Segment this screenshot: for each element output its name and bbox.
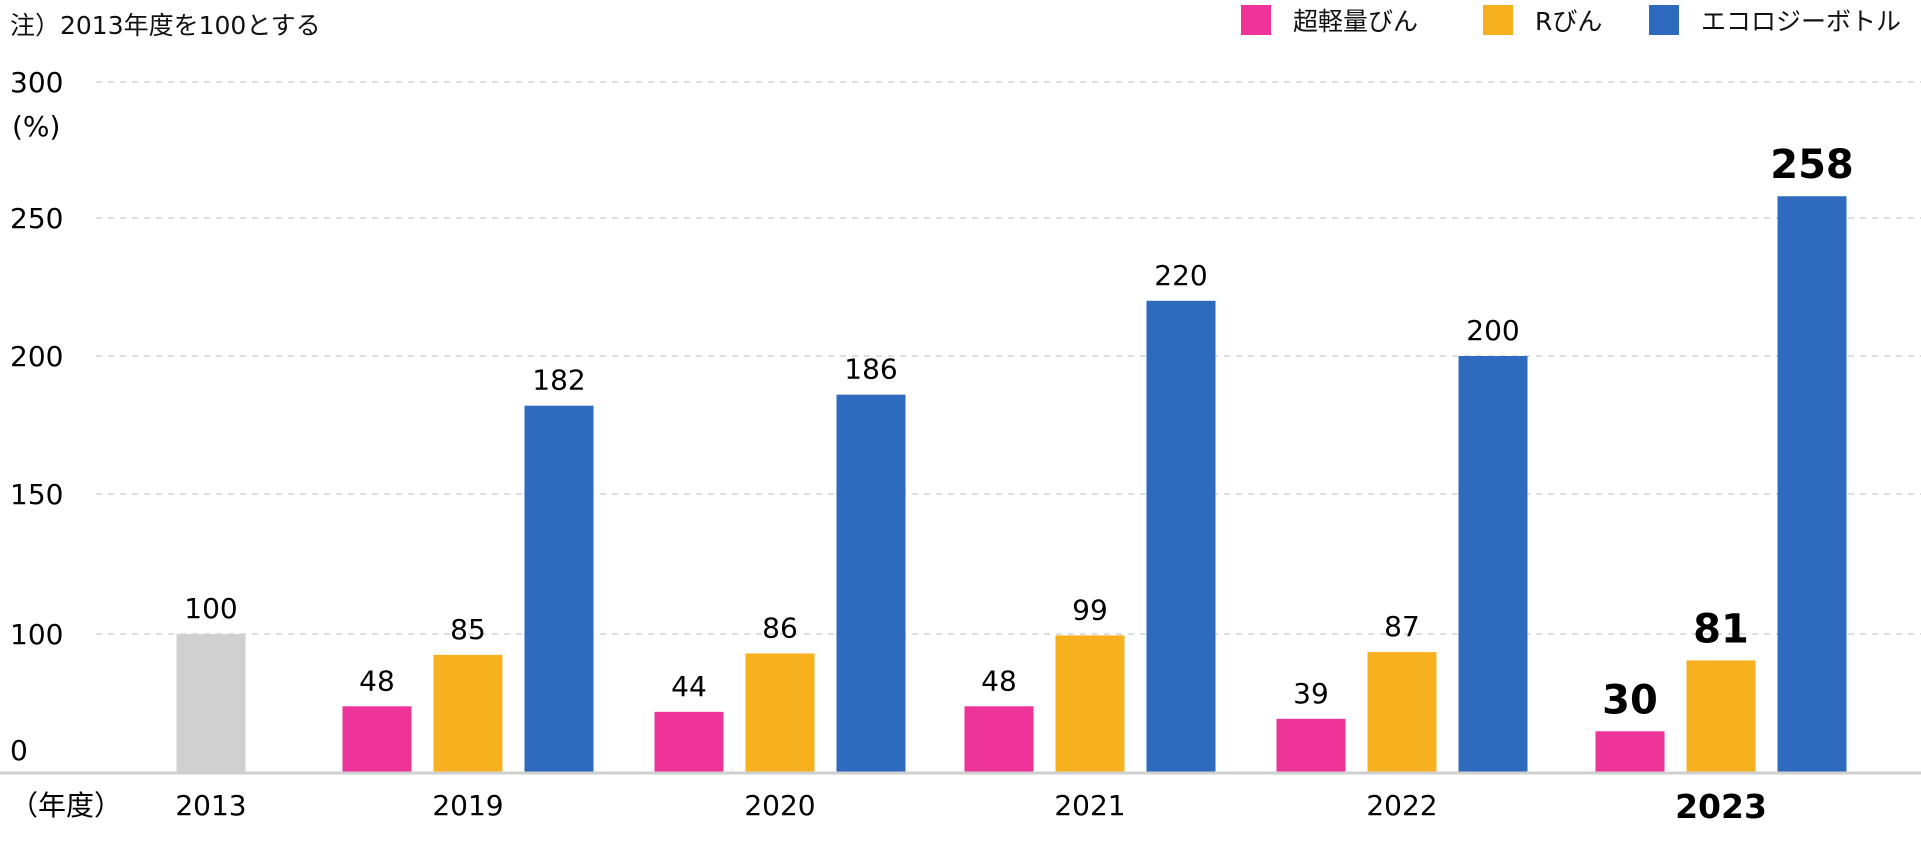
bar-value-label: 39	[1293, 677, 1329, 710]
bar-eco-bottle	[1458, 356, 1528, 773]
bar-value-label: 81	[1693, 606, 1749, 652]
bar-value-label: 85	[450, 613, 486, 646]
bar-ultra-light	[1276, 718, 1346, 773]
legend-swatch-eco-bottle	[1649, 5, 1679, 35]
bar-value-label: 182	[532, 364, 585, 397]
bar-r-bottle	[1367, 652, 1437, 773]
y-tick-label: 0	[10, 734, 28, 767]
bar-r-bottle	[1686, 660, 1756, 773]
bar-ultra-light	[1595, 731, 1665, 773]
grid-lines	[96, 81, 1921, 635]
legend-item-ultra-light: 超軽量びん	[1241, 2, 1418, 38]
bar-value-label: 48	[359, 664, 395, 697]
bar-ultra-light	[964, 706, 1034, 773]
x-category-label: 2013	[175, 789, 246, 822]
y-axis-unit-label: (%)	[12, 110, 60, 143]
y-tick-label: 300	[10, 66, 63, 99]
bar-eco-bottle	[836, 394, 906, 773]
x-axis-title: （年度）	[10, 789, 122, 822]
bar-value-label: 99	[1072, 593, 1108, 626]
bar-value-label: 100	[184, 592, 237, 625]
bar-value-label: 87	[1384, 610, 1420, 643]
x-category-label: 2019	[432, 789, 503, 822]
legend-swatch-ultra-light	[1241, 5, 1271, 35]
bar-ultra-light	[654, 711, 724, 773]
bar-r-bottle	[1055, 635, 1125, 773]
legend-label-r-bottle: Rびん	[1535, 7, 1603, 36]
y-axis-ticks: 0 100 150 200 250 300	[10, 66, 63, 767]
bar-value-label: 220	[1154, 259, 1207, 292]
bar-r-bottle	[745, 653, 815, 773]
y-tick-label: 200	[10, 340, 63, 373]
legend-item-r-bottle: Rびん	[1483, 2, 1602, 38]
bar-ultra-light	[342, 706, 412, 773]
bar-value-label: 44	[671, 670, 707, 703]
x-category-label: 2023	[1675, 787, 1767, 826]
legend-item-eco-bottle: エコロジーボトル	[1649, 2, 1901, 38]
bars	[176, 196, 1847, 774]
x-category-label: 2021	[1054, 789, 1125, 822]
legend-label-ultra-light: 超軽量びん	[1293, 7, 1419, 36]
chart-note: 注）2013年度を100とする	[10, 11, 321, 40]
x-axis-categories: 2013 2019 2020 2021 2022 2023	[175, 787, 1767, 826]
bar-value-label: 200	[1466, 314, 1519, 347]
bar-eco-bottle	[1146, 300, 1216, 773]
legend-label-eco-bottle: エコロジーボトル	[1701, 7, 1902, 36]
bar-value-label: 30	[1602, 677, 1658, 723]
bar-value-label: 258	[1770, 142, 1854, 188]
legend-swatch-r-bottle	[1483, 5, 1513, 35]
y-tick-label: 150	[10, 478, 63, 511]
bar-value-label: 48	[981, 664, 1017, 697]
y-tick-label: 100	[10, 618, 63, 651]
bar-eco-bottle	[524, 405, 594, 773]
y-tick-label: 250	[10, 202, 63, 235]
bar-labels: 100 48 85 182 44 86 186 48 99 220 39 87 200 30 81 258	[184, 142, 1853, 723]
x-category-label: 2022	[1366, 789, 1437, 822]
x-category-label: 2020	[744, 789, 815, 822]
bar-value-label: 86	[762, 611, 798, 644]
bar-r-bottle	[433, 654, 503, 773]
bar-base-2013	[176, 634, 246, 773]
bar-value-label: 186	[844, 353, 897, 386]
bar-eco-bottle	[1777, 196, 1847, 774]
